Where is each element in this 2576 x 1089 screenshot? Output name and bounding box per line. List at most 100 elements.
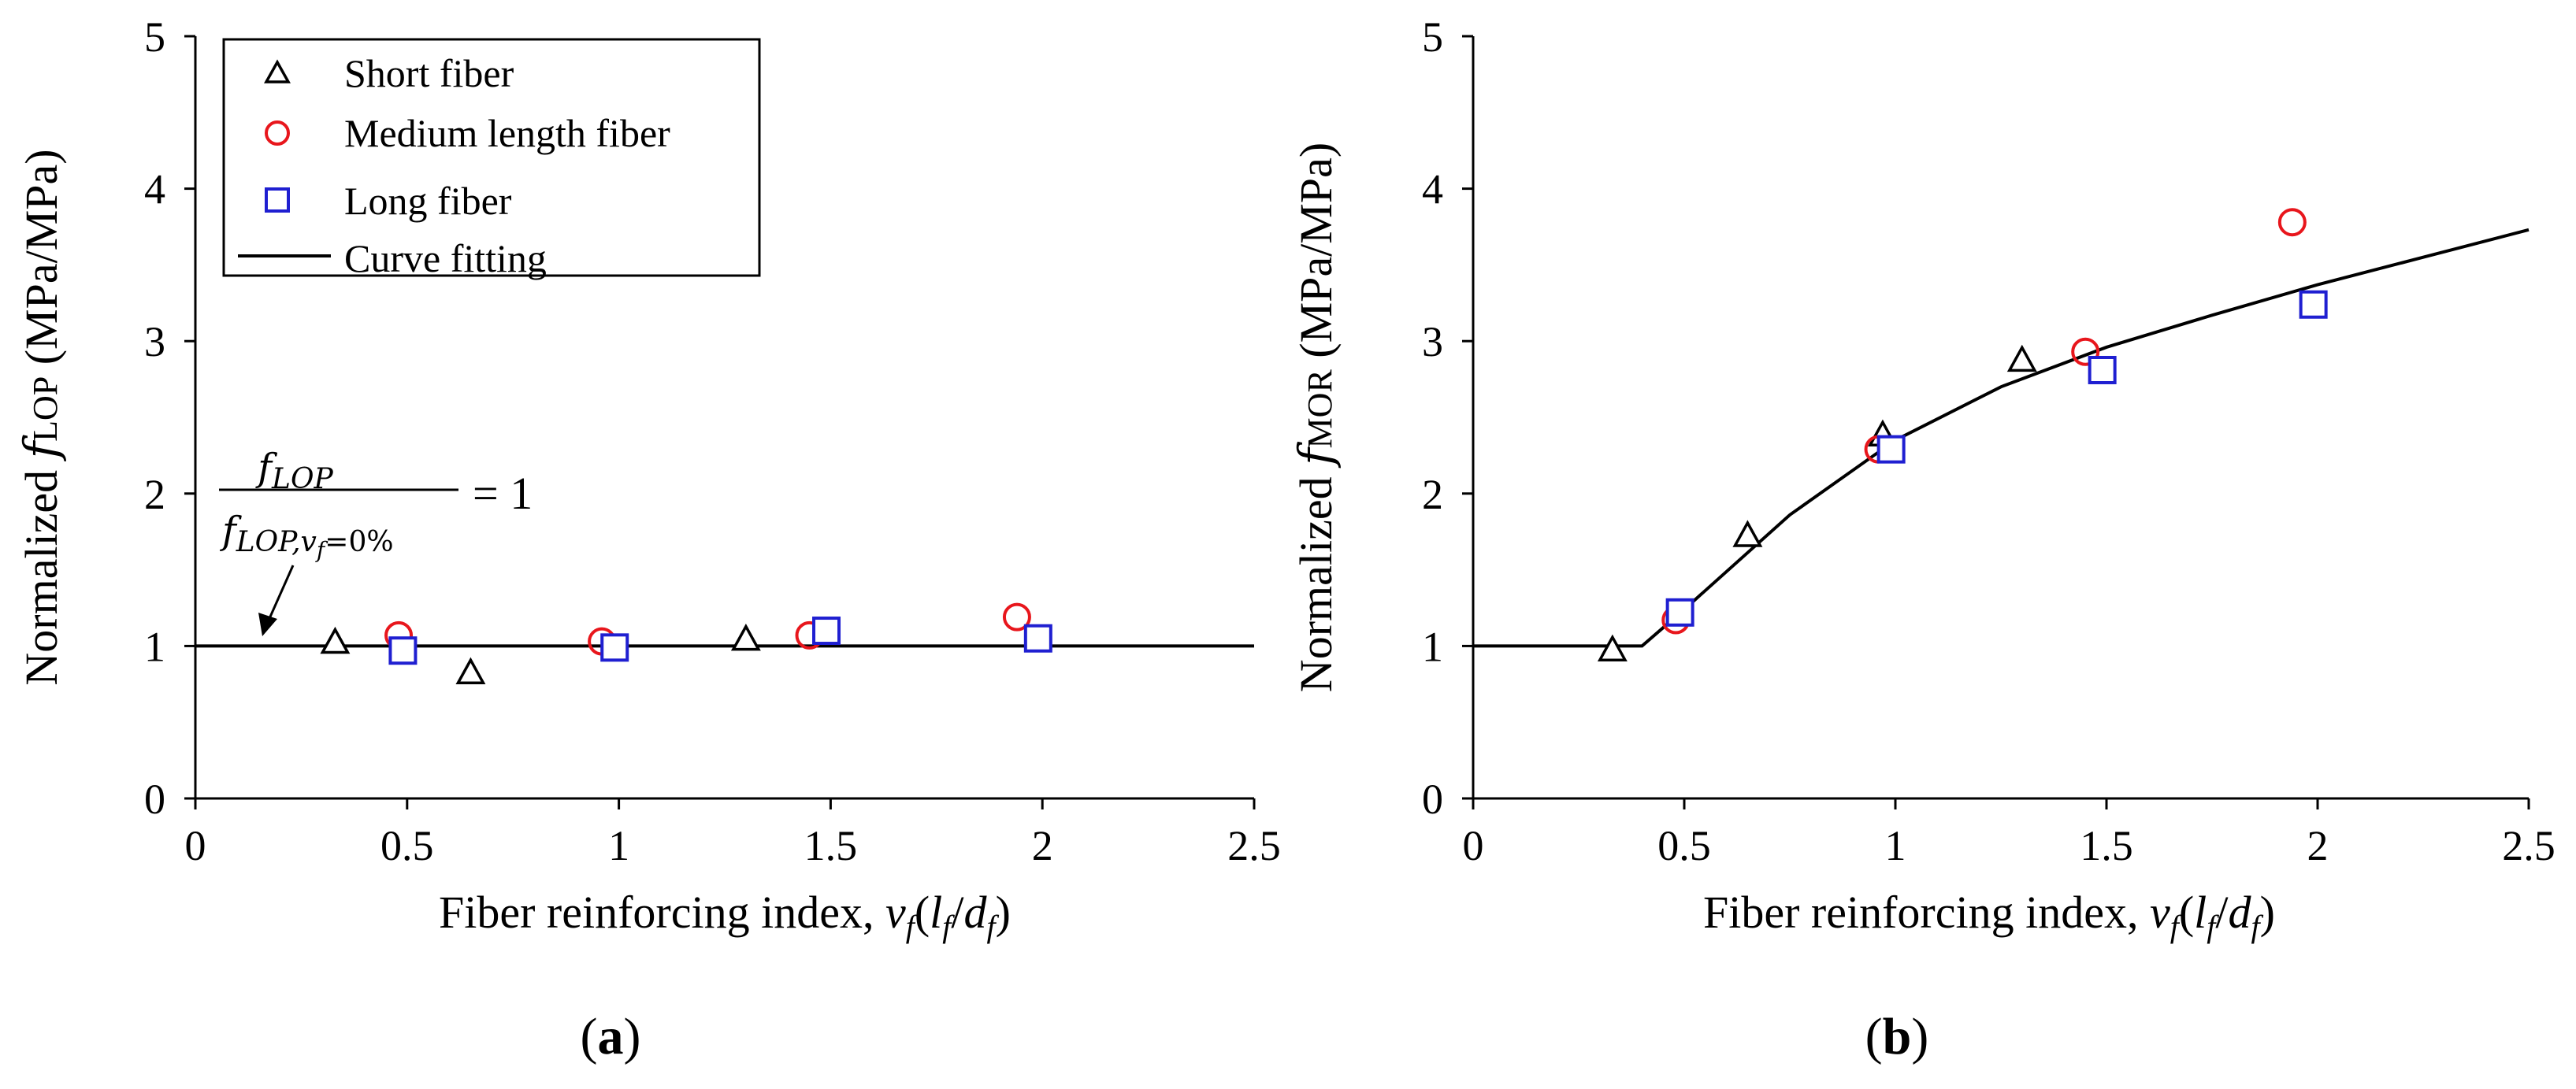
x-tick-label: 1.5 [804, 822, 858, 869]
y-tick-label: 5 [1422, 13, 1443, 61]
x-tick-label: 1.5 [2080, 822, 2133, 869]
panel-label-a: (a) [581, 1008, 641, 1065]
long-fiber-point [388, 636, 418, 665]
short-fiber-point [455, 657, 486, 684]
long-fiber-point [2088, 355, 2117, 384]
medium-fiber-point [2071, 337, 2100, 366]
y-axis-label: Normalized fLOP (MPa/MPa) [14, 149, 68, 685]
x-label-open-paren: ( [2179, 887, 2194, 938]
x-axis-label: Fiber reinforcing index, vf(lf/df) [439, 887, 1011, 944]
annotation-arrow [258, 565, 295, 636]
x-tick-label: 0.5 [380, 822, 434, 869]
x-tick-label: 1 [608, 822, 629, 869]
y-tick-label: 1 [1422, 623, 1443, 670]
y-tick-label: 5 [144, 13, 165, 61]
legend-square-marker [265, 187, 290, 213]
long-fiber-point [1876, 435, 1906, 464]
y-tick-label: 4 [1422, 166, 1443, 213]
y-tick-marks [1462, 35, 1473, 800]
y-tick-label: 2 [1422, 471, 1443, 518]
short-fiber-point [1597, 634, 1628, 661]
legend-item-medium-fiber: Medium length fiber [265, 111, 670, 155]
x-label-text: Fiber reinforcing index, [439, 887, 885, 938]
y-axis-label-sub: MOR [1301, 369, 1339, 449]
y-axis-label-unit: (MPa/MPa) [1290, 143, 1342, 369]
x-tick-label: 0 [185, 822, 206, 869]
equation-rhs: = 1 [473, 468, 533, 519]
legend-box [222, 38, 761, 277]
legend-label: Medium length fiber [344, 111, 670, 155]
equation-numerator: fLOP [255, 446, 333, 495]
medium-fiber-point [2277, 208, 2307, 237]
x-label-close-paren: ) [2260, 887, 2275, 938]
x-tick-label: 2 [1032, 822, 1053, 869]
y-axis-label-unit: (MPa/MPa) [16, 149, 67, 376]
legend-label: Long fiber [344, 179, 512, 223]
long-fiber-point [1665, 598, 1694, 627]
x-tick-labels: 0 0.5 1 1.5 2 2.5 [1463, 822, 2556, 869]
equation-denominator: fLOP,vf=0% [220, 509, 394, 563]
chart-panel-b: 0 1 2 3 4 5 0 0.5 1 1.5 2 2.5 Normalized fMOR (MPa… [1289, 13, 2556, 1065]
long-fiber-point [812, 617, 841, 646]
x-label-v: v [885, 887, 906, 938]
legend-label: Curve fitting [344, 236, 547, 280]
y-tick-label: 3 [1422, 318, 1443, 365]
x-tick-label: 2.5 [2502, 822, 2556, 869]
x-tick-label: 2.5 [1227, 822, 1281, 869]
y-axis-label: Normalized fMOR (MPa/MPa) [1289, 143, 1342, 692]
y-axis-label-sub: LOP [26, 376, 65, 442]
x-label-l: l [2194, 887, 2207, 938]
x-label-l: l [930, 887, 942, 938]
chart-panel-a: 0 1 2 3 4 5 0 0.5 1 1.5 2 2.5 Normalized fLOP (MPa… [14, 13, 1281, 1065]
x-label-slash: / [2215, 887, 2229, 938]
x-label-text: Fiber reinforcing index, [1703, 887, 2150, 938]
y-axis-label-prefix: Normalized [1290, 465, 1342, 692]
x-tick-marks [1472, 798, 2530, 809]
x-tick-labels: 0 0.5 1 1.5 2 2.5 [185, 822, 1281, 869]
panel-label-b: (b) [1865, 1008, 1929, 1065]
long-fiber-point [1023, 624, 1052, 653]
panel-label-b-letter: b [1883, 1008, 1912, 1065]
data-markers [1597, 208, 2328, 661]
medium-fiber-point [1002, 602, 1031, 632]
y-tick-label: 4 [144, 166, 165, 213]
y-tick-labels: 0 1 2 3 4 5 [1422, 13, 1443, 823]
x-label-open-paren: ( [915, 887, 930, 938]
x-tick-marks [194, 798, 1256, 809]
data-markers [320, 602, 1052, 684]
x-tick-label: 1 [1885, 822, 1906, 869]
x-tick-label: 2 [2307, 822, 2329, 869]
legend-label: Short fiber [344, 51, 514, 95]
short-fiber-point [730, 624, 761, 651]
long-fiber-point [600, 633, 629, 662]
legend-item-curve-fitting: Curve fitting [238, 236, 547, 280]
y-tick-labels: 0 1 2 3 4 5 [144, 13, 165, 823]
panel-label-a-letter: a [598, 1008, 624, 1065]
x-label-d: d [2229, 887, 2252, 938]
y-tick-label: 0 [1422, 776, 1443, 823]
legend-item-long-fiber: Long fiber [265, 179, 512, 223]
annotation-arrow-shaft [266, 565, 295, 623]
x-label-close-paren: ) [996, 887, 1011, 938]
x-tick-label: 0 [1463, 822, 1484, 869]
x-axis-label: Fiber reinforcing index, vf(lf/df) [1703, 887, 2275, 944]
long-fiber-point [2299, 290, 2328, 319]
y-tick-label: 1 [144, 623, 165, 670]
legend-triangle-marker [264, 59, 291, 83]
x-label-d: d [964, 887, 988, 938]
short-fiber-point [320, 626, 351, 654]
annotation-arrow-head [258, 613, 277, 636]
legend: Short fiber Medium length fiber Long fib… [222, 38, 761, 280]
x-label-slash: / [951, 887, 964, 938]
y-tick-label: 0 [144, 776, 165, 823]
y-axis-label-prefix: Normalized [16, 458, 67, 685]
curve-fitting-series [1473, 228, 2530, 648]
y-tick-marks [184, 35, 195, 800]
legend-item-short-fiber: Short fiber [264, 51, 514, 95]
y-tick-label: 3 [144, 318, 165, 365]
short-fiber-point [1732, 520, 1763, 547]
x-label-v: v [2150, 887, 2170, 938]
x-tick-label: 0.5 [1657, 822, 1711, 869]
short-fiber-point [2006, 344, 2037, 372]
